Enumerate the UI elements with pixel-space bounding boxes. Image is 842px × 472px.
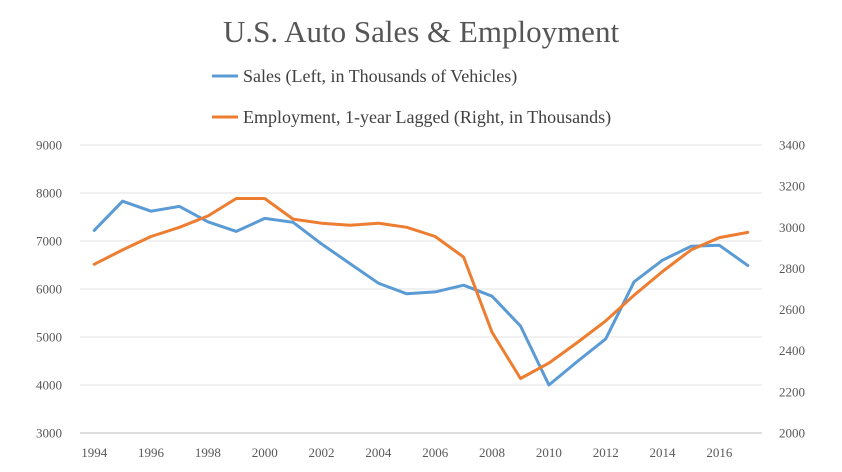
x-axis-tick-label: 2004 bbox=[365, 445, 392, 460]
x-axis-tick-label: 2000 bbox=[252, 445, 278, 460]
legend: Sales (Left, in Thousands of Vehicles) E… bbox=[212, 66, 611, 128]
series-layer bbox=[92, 197, 750, 387]
x-axis: 1994 1996 1998 2000 2002 2004 2006 2008 2010 2012… bbox=[81, 445, 733, 460]
x-axis-tick-label: 1994 bbox=[81, 445, 108, 460]
right-axis-tick-label: 2200 bbox=[779, 384, 805, 399]
series-line-sales bbox=[92, 199, 750, 387]
x-axis-tick-label: 2012 bbox=[593, 445, 619, 460]
x-axis-tick-label: 2016 bbox=[706, 445, 733, 460]
x-axis-tick-label: 2006 bbox=[422, 445, 449, 460]
right-axis-tick-label: 3000 bbox=[779, 220, 805, 235]
series-line-employment bbox=[92, 197, 750, 380]
right-axis-tick-label: 2000 bbox=[779, 426, 805, 441]
x-axis-tick-label: 1998 bbox=[195, 445, 221, 460]
legend-label-sales: Sales (Left, in Thousands of Vehicles) bbox=[243, 66, 517, 87]
x-axis-tick-label: 2014 bbox=[650, 445, 677, 460]
left-axis-tick-label: 8000 bbox=[36, 186, 62, 201]
left-axis-tick-label: 5000 bbox=[36, 330, 62, 345]
right-axis-tick-label: 2800 bbox=[779, 261, 805, 276]
left-axis-tick-label: 9000 bbox=[36, 138, 62, 153]
right-axis-tick-label: 3400 bbox=[779, 138, 805, 153]
gridlines bbox=[80, 144, 762, 434]
right-axis: 2000 2200 2400 2600 2800 3000 3200 3400 bbox=[779, 138, 805, 441]
left-axis-tick-label: 3000 bbox=[36, 426, 62, 441]
x-axis-tick-label: 1996 bbox=[138, 445, 165, 460]
left-axis-tick-label: 4000 bbox=[36, 378, 62, 393]
left-axis: 3000 4000 5000 6000 7000 8000 9000 bbox=[36, 138, 62, 441]
legend-label-employment: Employment, 1-year Lagged (Right, in Tho… bbox=[243, 107, 611, 128]
x-axis-tick-label: 2010 bbox=[536, 445, 562, 460]
x-axis-tick-label: 2002 bbox=[309, 445, 335, 460]
right-axis-tick-label: 3200 bbox=[779, 179, 805, 194]
right-axis-tick-label: 2400 bbox=[779, 343, 805, 358]
right-axis-tick-label: 2600 bbox=[779, 302, 805, 317]
chart-title: U.S. Auto Sales & Employment bbox=[223, 14, 620, 49]
left-axis-tick-label: 6000 bbox=[36, 282, 62, 297]
left-axis-tick-label: 7000 bbox=[36, 234, 62, 249]
x-axis-tick-label: 2008 bbox=[479, 445, 505, 460]
